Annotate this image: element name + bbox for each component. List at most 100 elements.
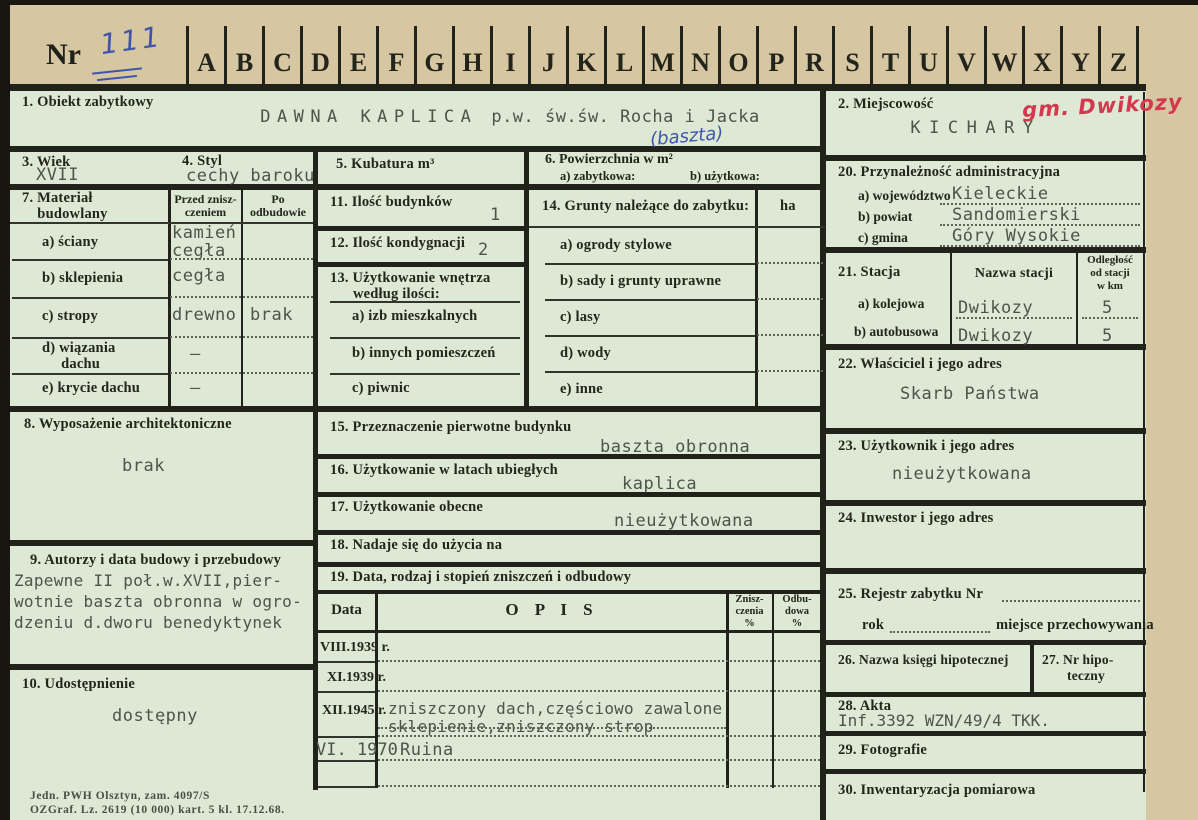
divider [10,146,825,152]
table7-row-line [12,297,168,299]
section-13-line [330,301,520,303]
dotted-line [940,245,1140,247]
section-6-label: 6. Powierzchnia w m² [545,152,673,167]
divider [826,731,1146,736]
table21-row-name: Dwikozy [958,298,1034,318]
section-20-row-label: a) województwo [858,188,951,203]
section-9-label: 9. Autorzy i data budowy i przebudowy [30,552,282,568]
table7-row-line [12,373,168,375]
object-name-spaced: DAWNA KAPLICA [260,107,478,127]
table19-col-date: Data [331,602,362,618]
table7-row-label: e) krycie dachu [42,380,141,396]
section-3-value: XVII [36,165,79,185]
section-21-label: 21. Stacja [838,264,901,280]
section-4-label: 4. Styl [182,153,223,169]
table19-bottom-dotted [378,785,820,787]
section-28-value: Inf.3392 WZN/49/4 TKK. [838,711,1050,730]
alphabet-letter: J [528,26,566,84]
object-name-rest: p.w. św.św. Rocha i Jacka [491,107,760,127]
section-13-item: a) izb mieszkalnych [352,308,478,324]
table19-row-date: XI.1939 r. [327,670,386,685]
divider [10,84,1146,91]
table19-date-line [318,786,375,788]
section-14-item: e) inne [560,381,603,397]
divider [826,344,1146,350]
table7-column-line [168,190,171,406]
table7-row-before: kamień cegła [172,223,237,261]
alphabet-letter: R [794,26,832,84]
section-26-27-divider [1030,645,1034,692]
section-23-value: nieużytkowana [892,464,1032,484]
alphabet-letter: T [870,26,908,84]
alphabet-letter: P [756,26,794,84]
table21-column-line [1076,253,1078,344]
section-14-item: c) lasy [560,309,601,325]
section-25-miejsce-label: miejsce przechowywania [996,617,1154,633]
alphabet-letter: A [186,26,224,84]
section-2-label: 2. Miejscowość [838,96,934,112]
dotted-line [940,224,1140,226]
section-25-label: 25. Rejestr zabytku Nr [838,586,984,602]
section-4-value: cechy baroku [186,166,315,186]
card-right-edge [1143,92,1145,792]
section-9-value: Zapewne II poł.w.XVII,pier- wotnie baszt… [14,571,303,632]
alphabet-letter: H [452,26,490,84]
dotted-line [940,203,1140,205]
table14-column-line [755,190,758,406]
table21-row-label: a) kolejowa [858,296,925,311]
section-23-label: 23. Użytkownik i jego adres [838,438,1015,454]
table19-col-rebuilt: Odbu- dowa % [782,594,812,629]
table7-row-label: b) sklepienia [42,270,124,286]
dotted-line [956,317,1072,319]
alphabet-letter: D [300,26,338,84]
section-24-label: 24. Inwestor i jego adres [838,510,994,526]
section-10-label: 10. Udostępnienie [22,676,135,692]
section-11-value: 1 [490,205,501,225]
section-12-value: 2 [478,240,489,260]
table21-row-dist: 5 [1102,326,1113,346]
table14-header-underline [529,226,825,228]
section-12-label: 12. Ilość kondygnacji [330,235,466,251]
section-13-line [330,373,520,375]
section-15-label: 15. Przeznaczenie pierwotne budynku [330,419,572,435]
section-26-label: 26. Nazwa księgi hipotecznej [838,652,1009,667]
table14-row-line [545,335,755,337]
section-13-line [330,337,520,339]
table19-row-dotted [378,735,820,737]
section-20-row-value: Góry Wysokie [952,226,1081,246]
section-14-item: d) wody [560,345,611,361]
section-11-label: 11. Ilość budynków [330,194,453,210]
form-card-background [10,86,1146,820]
section-28-label: 28. Akta [838,698,892,714]
table21-col-dist: Odległość od stacji w km [1087,254,1133,292]
section-17-value: nieużytkowana [614,511,754,531]
alphabet-letter: X [1022,26,1060,84]
table19-date-line [318,760,375,762]
section-6-sub-a: a) zabytkowa: [560,169,636,183]
alphabet-index-row: A B C D E F G H I J K L M N O P R S T U … [186,26,1139,84]
table21-row-dist: 5 [1102,298,1113,318]
table19-date-line [318,661,375,663]
section-17-label: 17. Użytkowanie obecne [330,499,484,515]
section-20-row-value: Kieleckie [952,184,1049,204]
table19-column-line [772,590,774,788]
divider [826,428,1146,434]
nr-label: Nr [46,38,81,71]
alphabet-letter: Z [1098,26,1136,84]
section-20-row-label: b) powiat [858,209,913,224]
section-1-label: 1. Obiekt zabytkowy [22,94,154,110]
divider [826,769,1146,774]
column-divider [820,86,826,820]
section-5-label: 5. Kubatura m³ [336,156,435,172]
divider [315,262,524,267]
alphabet-letter: U [908,26,946,84]
section-6-sub-b: b) użytkowa: [690,169,760,183]
divider [315,530,825,535]
column-divider [524,152,529,406]
divider [826,692,1146,697]
table14-row-line [545,299,755,301]
table7-row-dotted [170,258,313,260]
table7-row-dotted [170,372,313,374]
divider [315,226,524,231]
